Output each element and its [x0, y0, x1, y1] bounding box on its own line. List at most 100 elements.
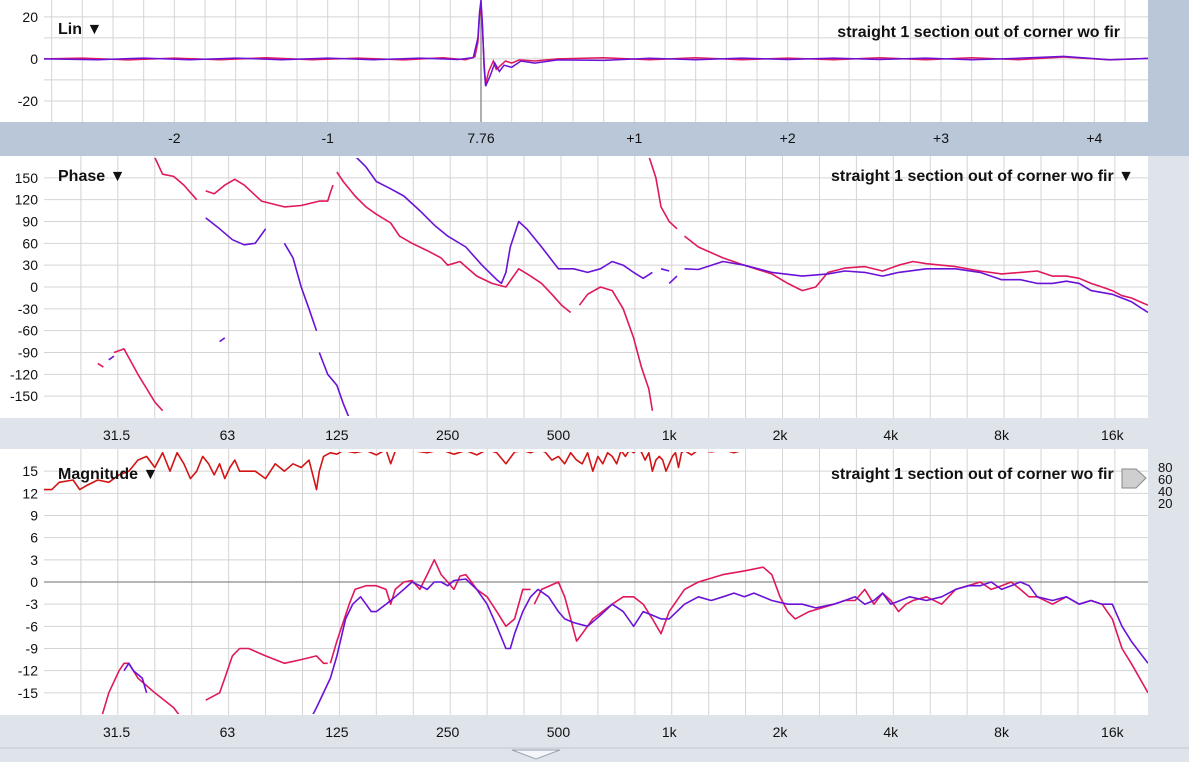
phase-y-tick-label: -60 [18, 323, 38, 339]
magnitude-trace-magenta [205, 647, 328, 701]
phase-trace-purple [318, 352, 350, 416]
phase-x-axis: 31.5 63 125 250 500 1k 2k 4k 8k 16k [103, 427, 1125, 443]
magnitude-y-tick-label: 9 [30, 508, 38, 524]
phase-y-tick-label: -150 [10, 388, 38, 404]
phase-trace-magenta [336, 171, 572, 314]
phase-trace-magenta [154, 158, 198, 201]
magnitude-trace-magenta [533, 566, 1148, 694]
lin-legend: straight 1 section out of corner wo fir [837, 24, 1120, 41]
phase-title-menu[interactable]: Phase ▼ [58, 168, 125, 185]
phase-y-tick-label: 150 [15, 170, 39, 186]
phase-x-tick-label: 4k [883, 427, 899, 443]
lin-y-tick-label: -20 [18, 93, 38, 109]
phase-trace-magenta [113, 348, 164, 412]
lin-trace-purple [43, 0, 1149, 87]
magnitude-x-tick-label: 250 [436, 724, 460, 740]
magnitude-x-tick-label: 63 [220, 724, 236, 740]
phase-trace-purple [108, 355, 115, 361]
magnitude-y-tick-label: 12 [22, 485, 38, 501]
phase-grid [44, 156, 1148, 418]
phase-trace-purple [219, 337, 226, 343]
lin-x-tick-label: -1 [321, 130, 334, 146]
magnitude-x-tick-label: 8k [994, 724, 1010, 740]
lin-y-tick-label: 20 [22, 9, 38, 25]
phase-x-tick-label: 8k [994, 427, 1010, 443]
phase-y-tick-label: 120 [15, 192, 39, 208]
phase-x-tick-label: 2k [773, 427, 789, 443]
resize-handle-icon[interactable] [511, 749, 561, 760]
magnitude-title-menu[interactable]: Magnitude ▼ [58, 466, 158, 483]
phase-y-tick-label: 90 [22, 214, 38, 230]
lin-plot-area[interactable] [0, 0, 1148, 122]
phase-trace-purple [660, 268, 670, 272]
phase-trace-magenta [205, 178, 334, 208]
phase-y-tick-label: -120 [10, 366, 38, 382]
magnitude-x-tick-label: 2k [773, 724, 789, 740]
phase-y-axis: 150 120 90 60 30 0 -30 -60 -90 -120 -150 [10, 170, 38, 404]
phase-x-tick-label: 63 [220, 427, 236, 443]
phase-trace-magenta [684, 235, 1148, 306]
magnitude-trace-purple [123, 662, 148, 694]
magnitude-y-tick-label: -15 [18, 685, 38, 701]
magnitude-x-tick-label: 16k [1101, 724, 1125, 740]
phase-y-tick-label: 0 [30, 279, 38, 295]
lin-x-tick-label: +1 [626, 130, 642, 146]
phase-traces [97, 158, 1148, 416]
lin-y-axis: 20 0 -20 [18, 9, 38, 109]
magnitude-y-tick-label: -3 [26, 596, 39, 612]
magnitude-x-tick-label: 1k [662, 724, 678, 740]
magnitude-y-tick-label: 15 [22, 463, 38, 479]
lin-x-axis: -2 -1 7.76 +1 +2 +3 +4 [168, 130, 1102, 146]
magnitude-right-tick-label: 20 [1158, 496, 1172, 511]
magnitude-y-tick-label: -6 [26, 618, 39, 634]
magnitude-right-tick-label: 80 [1158, 460, 1172, 475]
lin-x-tick-label: -2 [168, 130, 181, 146]
lin-title-menu[interactable]: Lin ▼ [58, 21, 102, 38]
phase-x-tick-label: 500 [547, 427, 571, 443]
scroll-right-icon[interactable] [1121, 468, 1147, 489]
phase-x-tick-label: 1k [662, 427, 678, 443]
phase-trace-purple [355, 158, 653, 285]
phase-y-tick-label: 30 [22, 257, 38, 273]
magnitude-traces [44, 452, 1148, 714]
phase-x-tick-label: 16k [1101, 427, 1125, 443]
magnitude-y-tick-label: 0 [30, 574, 38, 590]
lin-x-tick-label: 7.76 [467, 130, 494, 146]
magnitude-legend[interactable]: straight 1 section out of corner wo fir … [831, 466, 1134, 483]
phase-y-tick-label: -30 [18, 301, 38, 317]
phase-trace-purple [283, 242, 318, 331]
phase-trace-magenta [578, 286, 654, 411]
phase-x-tick-label: 31.5 [103, 427, 130, 443]
magnitude-x-tick-label: 500 [547, 724, 571, 740]
magnitude-x-tick-label: 4k [883, 724, 899, 740]
phase-trace-purple [684, 260, 1148, 314]
magnitude-x-tick-label: 31.5 [103, 724, 130, 740]
magnitude-y-tick-label: 3 [30, 552, 38, 568]
magnitude-x-axis: 31.5 63 125 250 500 1k 2k 4k 8k 16k [103, 724, 1125, 740]
lin-x-tick-label: +2 [780, 130, 796, 146]
phase-trace-magenta [97, 362, 104, 368]
phase-y-tick-label: -90 [18, 345, 38, 361]
magnitude-grid [44, 449, 1148, 715]
magnitude-y-tick-label: -9 [26, 641, 39, 657]
phase-trace-purple [668, 275, 678, 284]
phase-y-tick-label: 60 [22, 235, 38, 251]
lin-y-tick-label: 0 [30, 51, 38, 67]
magnitude-trace-purple [312, 578, 1148, 714]
magnitude-y-tick-label: 6 [30, 530, 38, 546]
lin-x-tick-label: +4 [1086, 130, 1102, 146]
phase-trace-magenta [648, 158, 678, 230]
phase-legend[interactable]: straight 1 section out of corner wo fir … [831, 168, 1134, 185]
magnitude-y-tick-label: -12 [18, 663, 38, 679]
phase-trace-purple [205, 217, 267, 246]
magnitude-trace-red [44, 452, 764, 491]
magnitude-y-axis: 15 12 9 6 3 0 -3 -6 -9 -12 -15 [18, 463, 38, 701]
phase-x-tick-label: 125 [325, 427, 349, 443]
lin-x-tick-label: +3 [933, 130, 949, 146]
lin-traces [43, 0, 1149, 87]
phase-x-tick-label: 250 [436, 427, 460, 443]
magnitude-right-tick-label: 40 [1158, 484, 1172, 499]
magnitude-right-tick-label: 60 [1158, 472, 1172, 487]
